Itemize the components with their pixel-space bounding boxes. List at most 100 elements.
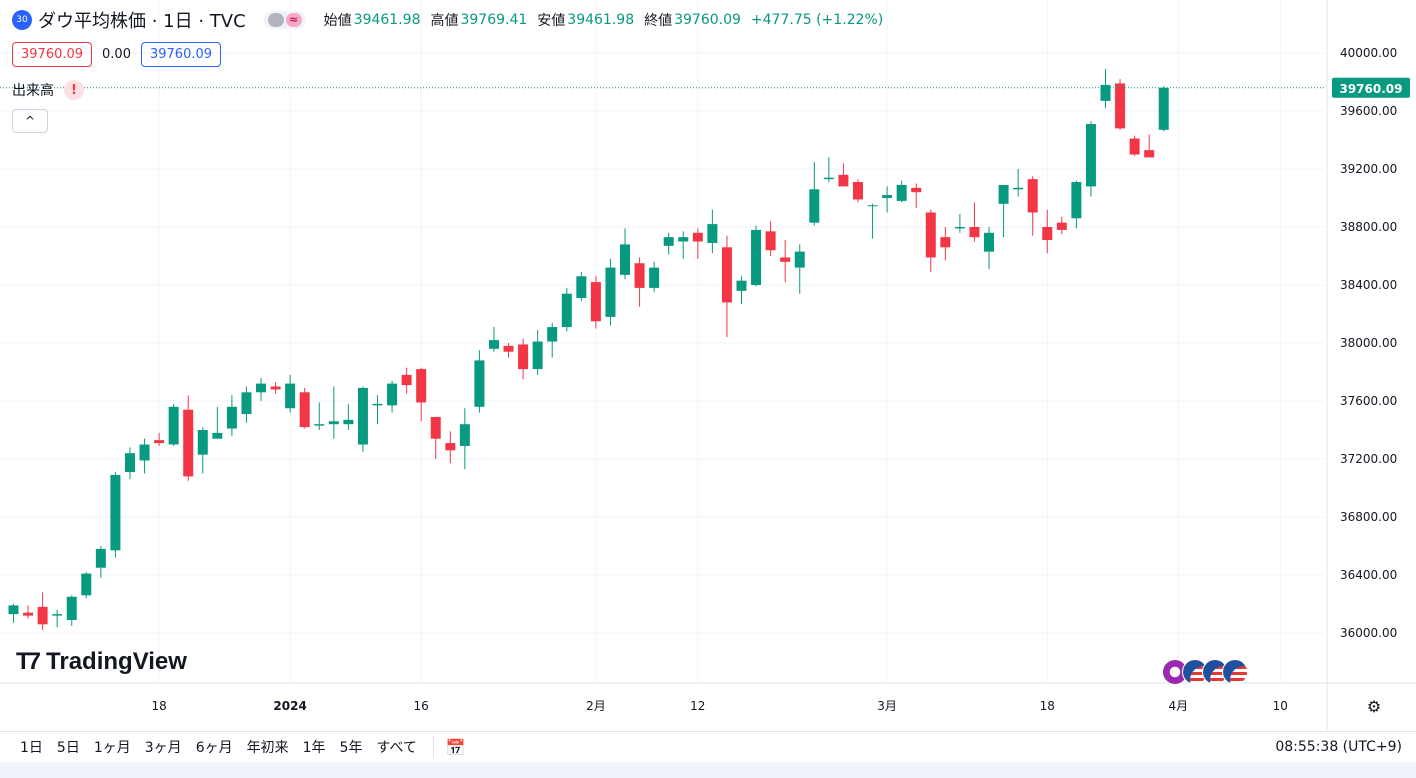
candle-body: [8, 605, 19, 615]
candle-body: [124, 453, 135, 473]
current-price-line: 39760.09: [0, 77, 1410, 98]
buy-price-box[interactable]: 39760.09: [140, 42, 222, 67]
candle-body: [256, 383, 267, 393]
candle-body: [852, 182, 863, 200]
candlestick-series: [8, 68, 1169, 631]
timeframe-6m[interactable]: 6ヶ月: [195, 740, 233, 756]
calendar-range-icon[interactable]: 📅: [445, 737, 466, 757]
candle-body: [518, 344, 529, 370]
candle-body: [23, 612, 34, 616]
candle-body: [197, 430, 208, 455]
candle-body: [954, 227, 965, 229]
candle-body: [678, 237, 689, 242]
price-tick-label: 36400.00: [1340, 568, 1397, 582]
candle-body: [896, 184, 907, 201]
symbol-title[interactable]: ダウ平均株価 · 1日 · TVC: [38, 11, 246, 32]
time-axis[interactable]: 18 2024 16 2月 12 3月 18 4月 10: [151, 699, 1287, 713]
candle-body: [226, 406, 237, 429]
change-value: +477.75 (+1.22%): [750, 12, 884, 28]
timeframe-5d[interactable]: 5日: [56, 740, 80, 756]
sell-price-box[interactable]: 39760.09: [12, 42, 93, 67]
price-tick-label: 37200.00: [1340, 452, 1397, 466]
timeframe-ytd[interactable]: 年初来: [246, 740, 289, 756]
timeframe-1y[interactable]: 1年: [302, 740, 326, 756]
candle-body: [1056, 222, 1067, 230]
candle-body: [183, 409, 194, 477]
collapse-legend-button[interactable]: ^: [12, 109, 48, 133]
candle-body: [1027, 179, 1038, 213]
price-tag-background: [1332, 77, 1410, 98]
candle-body: [1100, 84, 1111, 101]
candle-body: [984, 232, 995, 252]
price-tick-label: 37600.00: [1340, 394, 1397, 408]
candle-body: [911, 187, 922, 193]
timeframe-3m[interactable]: 3ヶ月: [144, 740, 182, 756]
economic-events-markers[interactable]: [1162, 659, 1248, 685]
candle-body: [823, 177, 834, 180]
minus-icon[interactable]: [267, 13, 284, 27]
candle-body: [299, 392, 310, 428]
dow30-badge-icon: 30: [12, 10, 32, 30]
timeframe-all[interactable]: すべて: [376, 740, 417, 756]
candle-body: [1042, 227, 1053, 241]
candle-body: [1144, 150, 1155, 158]
candle-body: [212, 432, 223, 439]
approx-icon[interactable]: ≈: [285, 13, 302, 27]
candle-body: [925, 212, 936, 258]
open-value: 39461.98: [353, 12, 421, 28]
candle-body: [707, 224, 718, 243]
candle-body: [357, 387, 368, 445]
candle-body: [940, 237, 951, 248]
warning-icon[interactable]: !: [64, 80, 84, 100]
candle-body: [532, 341, 543, 370]
timeframe-1d[interactable]: 1日: [20, 740, 43, 756]
candle-body: [343, 419, 354, 425]
us-flag-icon[interactable]: [1222, 659, 1248, 685]
price-tick-label: 36800.00: [1340, 510, 1397, 524]
candle-body: [692, 232, 703, 242]
candle-body: [459, 424, 470, 446]
open-label: 始値: [323, 13, 352, 29]
candle-body: [314, 424, 325, 426]
candle-body: [1013, 187, 1024, 190]
candle-body: [401, 374, 412, 386]
price-tick-label: 38400.00: [1340, 278, 1397, 292]
candle-body: [1158, 87, 1169, 130]
candle-body: [751, 229, 762, 285]
timeframe-1m[interactable]: 1ヶ月: [93, 740, 131, 756]
chart-settings-gear-icon[interactable]: ⚙: [1366, 696, 1382, 716]
time-tick-label: 18: [1040, 699, 1055, 713]
current-price-tag: 39760.09: [1339, 82, 1402, 96]
price-tick-label: 38800.00: [1340, 220, 1397, 234]
price-chart[interactable]: 39760.09 36000.00 36400.00 36800.00 37200.0…: [0, 0, 1416, 730]
price-axis[interactable]: 36000.00 36400.00 36800.00 37200.00 37600.00…: [1340, 46, 1397, 640]
price-tick-label: 40000.00: [1340, 46, 1397, 60]
candle-body: [649, 267, 660, 288]
bottom-toolbar: 1日 5日 1ヶ月 3ヶ月 6ヶ月 年初来 1年 5年 すべて 📅 08:55:…: [0, 731, 1416, 762]
candle-body: [882, 195, 893, 198]
candle-body: [794, 251, 805, 268]
clock-timezone[interactable]: 08:55:38 (UTC+9): [1275, 739, 1402, 755]
candle-body: [416, 369, 427, 403]
low-label: 安値: [537, 13, 566, 29]
candle-body: [663, 237, 674, 246]
time-tick-label: 12: [690, 699, 705, 713]
candle-body: [838, 174, 849, 187]
candle-body: [1129, 138, 1140, 155]
close-value: 39760.09: [674, 12, 741, 28]
price-tick-label: 39600.00: [1340, 104, 1397, 118]
candle-body: [430, 416, 441, 439]
candle-body: [998, 184, 1009, 204]
candle-body: [576, 276, 587, 299]
candle-body: [605, 267, 616, 317]
tradingview-logo[interactable]: T7 TradingView: [16, 648, 187, 676]
legend-toggle-pill[interactable]: ≈: [263, 11, 306, 29]
candle-body: [503, 345, 514, 352]
time-tick-label: 4月: [1168, 699, 1188, 713]
time-tick-label: 18: [151, 699, 166, 713]
candle-body: [634, 263, 645, 288]
candle-body: [52, 614, 63, 616]
candle-body: [1071, 182, 1082, 219]
close-label: 終値: [644, 13, 673, 29]
timeframe-5y[interactable]: 5年: [339, 740, 363, 756]
